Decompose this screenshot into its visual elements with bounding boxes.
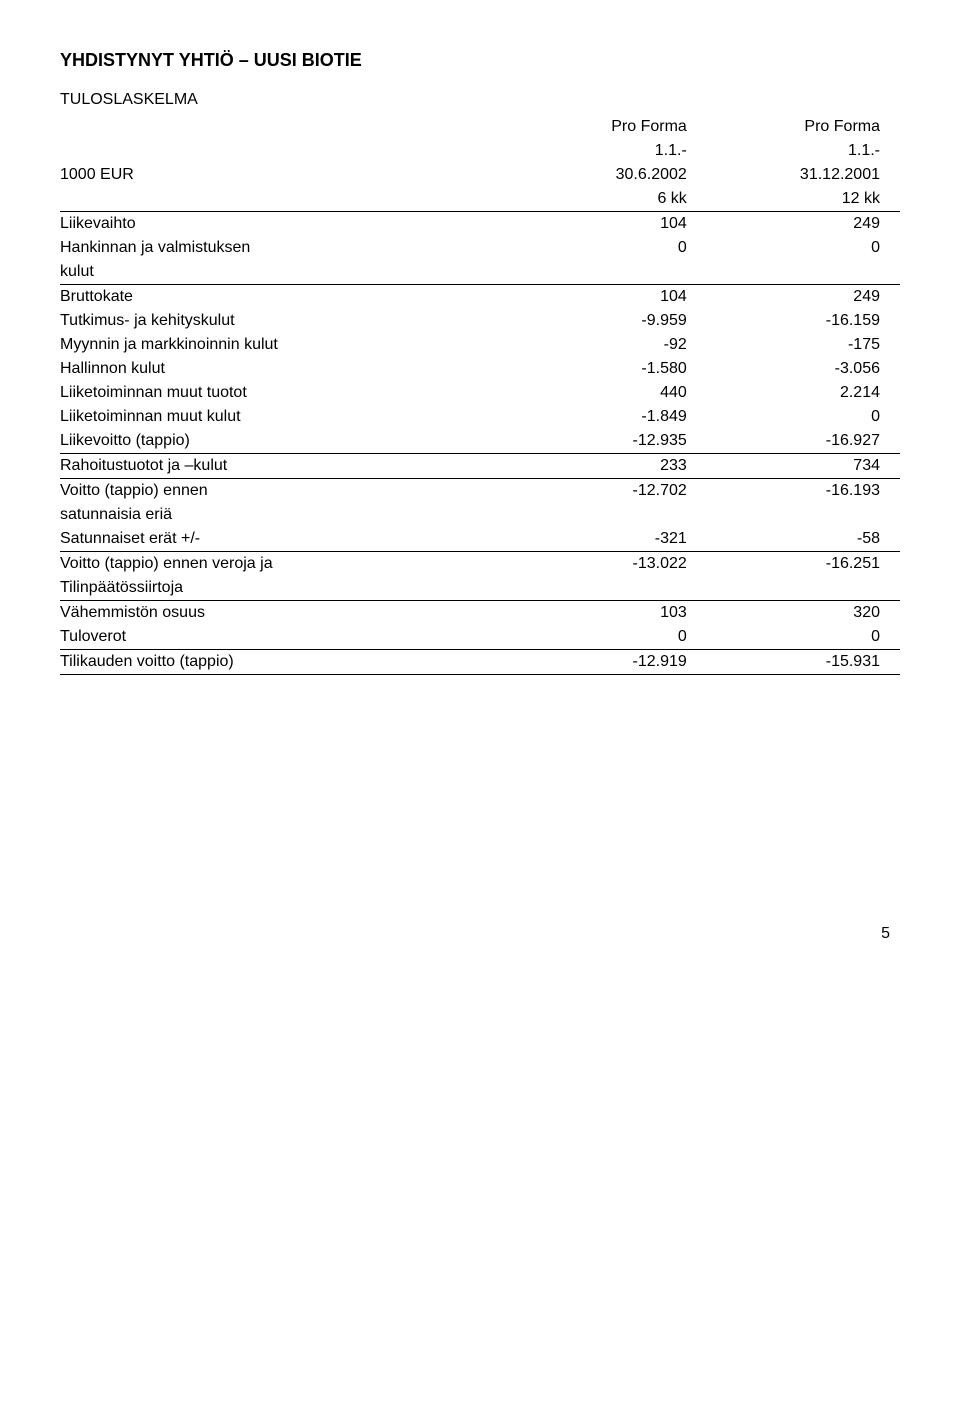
row-liiketuotot: Liiketoiminnan muut tuotot 440 2.214 — [60, 381, 900, 405]
label-hankinnan-1: Hankinnan ja valmistuksen — [60, 236, 514, 260]
header-unit-label: 1000 EUR — [60, 163, 514, 187]
income-statement-table: Pro Forma Pro Forma 1.1.- 1.1.- 1000 EUR… — [60, 115, 900, 675]
header-proforma-1: Pro Forma — [514, 115, 707, 139]
v1-liikevaihto: 104 — [514, 212, 707, 237]
v1-liikevoitto: -12.935 — [514, 429, 707, 454]
v2-tilikauden: -15.931 — [707, 650, 900, 675]
v1-liiketuotot: 440 — [514, 381, 707, 405]
v1-rahoitus: 233 — [514, 454, 707, 479]
row-hankinnan-2: kulut — [60, 260, 900, 285]
v1-bruttokate: 104 — [514, 285, 707, 310]
v1-voitto-ennen-vero: -13.022 — [514, 552, 707, 577]
row-liikekulut: Liiketoiminnan muut kulut -1.849 0 — [60, 405, 900, 429]
page-title: YHDISTYNYT YHTIÖ – UUSI BIOTIE — [60, 50, 900, 71]
v1-myynnin: -92 — [514, 333, 707, 357]
v1-voitto-ennen-sat: -12.702 — [514, 479, 707, 504]
label-voitto-ennen-vero-2: Tilinpäätössiirtoja — [60, 576, 514, 601]
label-liikevaihto: Liikevaihto — [60, 212, 514, 237]
header-row-period-end: 1000 EUR 30.6.2002 31.12.2001 — [60, 163, 900, 187]
label-voitto-ennen-vero-1: Voitto (tappio) ennen veroja ja — [60, 552, 514, 577]
header-period-start-2: 1.1.- — [707, 139, 900, 163]
v2-liikevoitto: -16.927 — [707, 429, 900, 454]
v2-hankinnan: 0 — [707, 236, 900, 260]
row-bottom-rule — [60, 675, 900, 676]
label-satunnaiset: Satunnaiset erät +/- — [60, 527, 514, 552]
label-myynnin: Myynnin ja markkinoinnin kulut — [60, 333, 514, 357]
v1-liikekulut: -1.849 — [514, 405, 707, 429]
label-liiketuotot: Liiketoiminnan muut tuotot — [60, 381, 514, 405]
v1-hankinnan: 0 — [514, 236, 707, 260]
v1-hallinnon: -1.580 — [514, 357, 707, 381]
tuloslaskelma-subtitle: TULOSLASKELMA — [60, 91, 900, 109]
row-tutkimus: Tutkimus- ja kehityskulut -9.959 -16.159 — [60, 309, 900, 333]
row-voitto-ennen-sat-1: Voitto (tappio) ennen -12.702 -16.193 — [60, 479, 900, 504]
v1-vahemmiston: 103 — [514, 601, 707, 626]
v2-vahemmiston: 320 — [707, 601, 900, 626]
row-liikevaihto: Liikevaihto 104 249 — [60, 212, 900, 237]
label-vahemmiston: Vähemmistön osuus — [60, 601, 514, 626]
label-liikekulut: Liiketoiminnan muut kulut — [60, 405, 514, 429]
row-liikevoitto: Liikevoitto (tappio) -12.935 -16.927 — [60, 429, 900, 454]
label-rahoitus: Rahoitustuotot ja –kulut — [60, 454, 514, 479]
header-period-end-1: 30.6.2002 — [514, 163, 707, 187]
header-period-end-2: 31.12.2001 — [707, 163, 900, 187]
v2-liikevaihto: 249 — [707, 212, 900, 237]
row-myynnin: Myynnin ja markkinoinnin kulut -92 -175 — [60, 333, 900, 357]
row-rahoitus: Rahoitustuotot ja –kulut 233 734 — [60, 454, 900, 479]
header-row-proforma: Pro Forma Pro Forma — [60, 115, 900, 139]
label-tuloverot: Tuloverot — [60, 625, 514, 650]
label-voitto-ennen-sat-1: Voitto (tappio) ennen — [60, 479, 514, 504]
v1-tuloverot: 0 — [514, 625, 707, 650]
label-tilikauden: Tilikauden voitto (tappio) — [60, 650, 514, 675]
v2-hallinnon: -3.056 — [707, 357, 900, 381]
v2-voitto-ennen-vero: -16.251 — [707, 552, 900, 577]
header-row-period-start: 1.1.- 1.1.- — [60, 139, 900, 163]
header-row-duration: 6 kk 12 kk — [60, 187, 900, 212]
v1-satunnaiset: -321 — [514, 527, 707, 552]
header-proforma-2: Pro Forma — [707, 115, 900, 139]
v2-satunnaiset: -58 — [707, 527, 900, 552]
row-vahemmiston: Vähemmistön osuus 103 320 — [60, 601, 900, 626]
row-hankinnan-1: Hankinnan ja valmistuksen 0 0 — [60, 236, 900, 260]
header-duration-2: 12 kk — [707, 187, 900, 212]
v2-tuloverot: 0 — [707, 625, 900, 650]
row-satunnaiset: Satunnaiset erät +/- -321 -58 — [60, 527, 900, 552]
row-tilikauden: Tilikauden voitto (tappio) -12.919 -15.9… — [60, 650, 900, 675]
row-hallinnon: Hallinnon kulut -1.580 -3.056 — [60, 357, 900, 381]
v2-bruttokate: 249 — [707, 285, 900, 310]
v2-tutkimus: -16.159 — [707, 309, 900, 333]
label-hallinnon: Hallinnon kulut — [60, 357, 514, 381]
v2-liikekulut: 0 — [707, 405, 900, 429]
row-bruttokate: Bruttokate 104 249 — [60, 285, 900, 310]
row-voitto-ennen-vero-1: Voitto (tappio) ennen veroja ja -13.022 … — [60, 552, 900, 577]
v2-liiketuotot: 2.214 — [707, 381, 900, 405]
row-voitto-ennen-vero-2: Tilinpäätössiirtoja — [60, 576, 900, 601]
v2-rahoitus: 734 — [707, 454, 900, 479]
label-liikevoitto: Liikevoitto (tappio) — [60, 429, 514, 454]
row-tuloverot: Tuloverot 0 0 — [60, 625, 900, 650]
v2-voitto-ennen-sat: -16.193 — [707, 479, 900, 504]
v1-tutkimus: -9.959 — [514, 309, 707, 333]
label-bruttokate: Bruttokate — [60, 285, 514, 310]
header-period-start-1: 1.1.- — [514, 139, 707, 163]
label-voitto-ennen-sat-2: satunnaisia eriä — [60, 503, 514, 527]
header-duration-1: 6 kk — [514, 187, 707, 212]
v1-tilikauden: -12.919 — [514, 650, 707, 675]
label-hankinnan-2: kulut — [60, 260, 514, 285]
label-tutkimus: Tutkimus- ja kehityskulut — [60, 309, 514, 333]
page-number: 5 — [60, 925, 900, 943]
row-voitto-ennen-sat-2: satunnaisia eriä — [60, 503, 900, 527]
v2-myynnin: -175 — [707, 333, 900, 357]
